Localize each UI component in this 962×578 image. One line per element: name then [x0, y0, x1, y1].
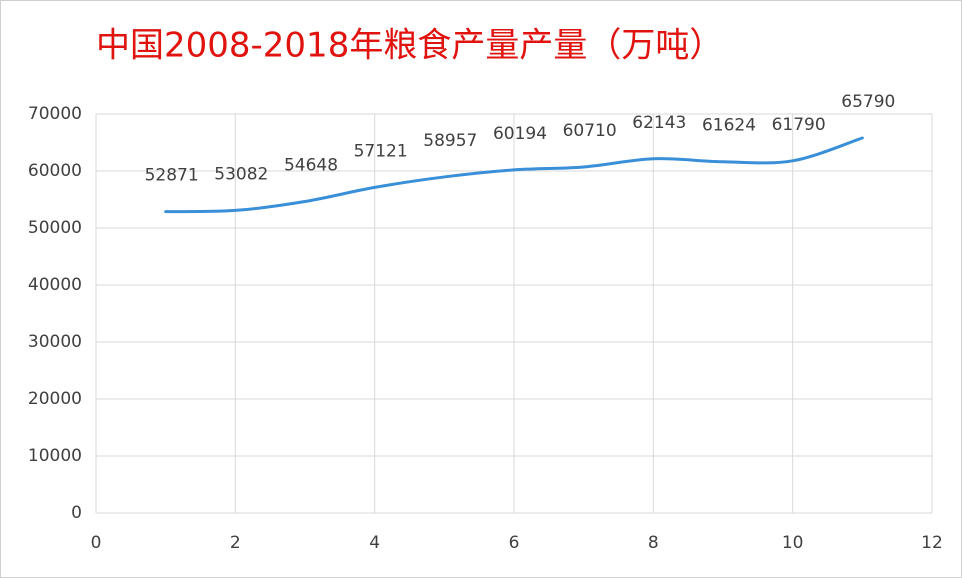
data-label: 53082 — [214, 164, 268, 184]
data-label: 54648 — [284, 156, 338, 176]
data-label: 60710 — [563, 121, 617, 141]
data-line — [164, 136, 864, 214]
y-tick-label: 40000 — [28, 275, 82, 295]
y-tick-label: 70000 — [28, 104, 82, 124]
data-label: 52871 — [145, 166, 199, 186]
y-tick-label: 60000 — [28, 161, 82, 181]
x-tick-label: 4 — [369, 533, 380, 553]
x-tick-label: 6 — [509, 533, 520, 553]
data-label: 62143 — [632, 113, 686, 133]
x-tick-label: 10 — [782, 533, 804, 553]
y-tick-label: 30000 — [28, 332, 82, 352]
data-label: 61790 — [772, 115, 826, 135]
x-tick-label: 0 — [91, 533, 102, 553]
chart-title: 中国2008-2018年粮食产量产量（万吨） — [96, 26, 723, 66]
data-label: 65790 — [841, 92, 895, 112]
y-tick-label: 0 — [71, 503, 82, 523]
x-tick-label: 12 — [921, 533, 943, 553]
data-label: 61624 — [702, 116, 756, 136]
x-tick-label: 8 — [648, 533, 659, 553]
data-label: 60194 — [493, 124, 547, 144]
y-tick-label: 20000 — [28, 389, 82, 409]
y-tick-label: 10000 — [28, 446, 82, 466]
data-label: 58957 — [423, 131, 477, 151]
x-tick-label: 2 — [230, 533, 241, 553]
data-label: 57121 — [354, 141, 408, 161]
y-tick-label: 50000 — [28, 218, 82, 238]
